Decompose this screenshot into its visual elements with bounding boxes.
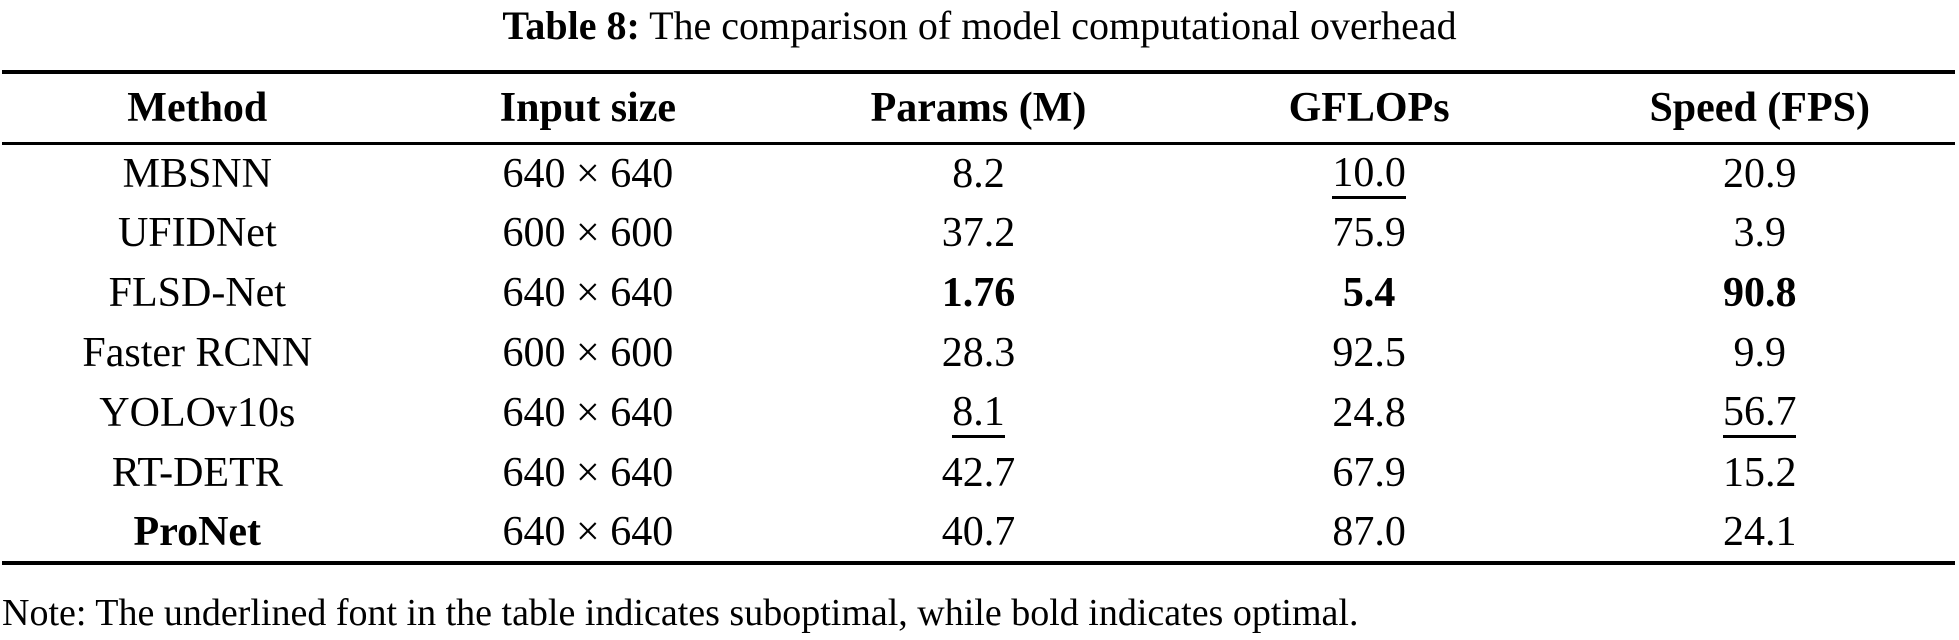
table-cell: 8.2 <box>783 143 1174 203</box>
column-header: Speed (FPS) <box>1564 72 1955 145</box>
cell-value: 8.2 <box>952 150 1005 197</box>
table-cell: YOLOv10s <box>2 383 393 443</box>
table-cell: 42.7 <box>783 443 1174 503</box>
cell-value: 600 × 600 <box>502 330 674 376</box>
cell-value: 24.8 <box>1332 390 1406 436</box>
cell-value: 9.9 <box>1733 330 1786 376</box>
cell-value: FLSD-Net <box>108 270 286 316</box>
table-cell: 40.7 <box>783 503 1174 563</box>
table-body: MBSNN 640 × 640 8.2 10.0 20.9 UFIDNet 600 × 60… <box>2 143 1955 563</box>
cell-value: 640 × 640 <box>502 270 674 316</box>
table-cell: 640 × 640 <box>393 143 784 203</box>
table-cell: 67.9 <box>1174 443 1565 503</box>
cell-value: 15.2 <box>1722 450 1797 496</box>
table-cell: 1.76 <box>783 263 1174 323</box>
cell-value: 5.4 <box>1342 270 1396 316</box>
column-header: Input size <box>392 72 784 145</box>
cell-value: 92.5 <box>1332 330 1406 376</box>
table-row: YOLOv10s 640 × 640 8.1 24.8 56.7 <box>2 383 1955 443</box>
table-cell: RT-DETR <box>2 443 393 503</box>
comparison-table: Method Input size Params (M) GFLOPs Speed (F… <box>2 70 1955 565</box>
cell-value: 75.9 <box>1332 210 1406 256</box>
table-cell: ProNet <box>2 503 393 563</box>
cell-value: 42.7 <box>941 450 1016 496</box>
table-cell: 640 × 640 <box>393 443 784 503</box>
table-cell: 5.4 <box>1174 263 1565 323</box>
cell-value: UFIDNet <box>117 210 277 256</box>
table-cell: 15.2 <box>1564 443 1955 503</box>
table-cell: 9.9 <box>1564 323 1955 383</box>
table-note: Note: The underlined font in the table i… <box>2 592 1359 634</box>
table-cell: 75.9 <box>1174 203 1565 263</box>
column-header: GFLOPs <box>1173 72 1565 145</box>
cell-value: 56.7 <box>1722 390 1797 439</box>
table-cell: 640 × 640 <box>393 503 784 563</box>
cell-value: 24.1 <box>1722 509 1797 555</box>
table-cell: 640 × 640 <box>393 263 784 323</box>
cell-value: 67.9 <box>1332 450 1406 496</box>
table-cell: FLSD-Net <box>2 263 393 323</box>
cell-value: 40.7 <box>941 509 1016 555</box>
cell-value: 28.3 <box>941 330 1016 376</box>
cell-value: ProNet <box>133 509 262 555</box>
table-cell: 37.2 <box>783 203 1174 263</box>
table-cell: Faster RCNN <box>2 323 393 383</box>
table-cell: MBSNN <box>2 143 393 203</box>
cell-value: YOLOv10s <box>99 390 296 436</box>
table-cell: 600 × 600 <box>393 323 784 383</box>
table-caption-text: The comparison of model computational ov… <box>649 3 1457 48</box>
table-cell: 90.8 <box>1564 263 1955 323</box>
comparison-table-wrapper: Method Input size Params (M) GFLOPs Speed (F… <box>2 70 1955 565</box>
cell-value: MBSNN <box>122 150 272 197</box>
header-row: Method Input size Params (M) GFLOPs Speed (F… <box>2 72 1955 145</box>
table-cell: 600 × 600 <box>393 203 784 263</box>
cell-value: 600 × 600 <box>502 210 674 256</box>
table-caption: Table 8: The comparison of model computa… <box>0 4 1959 48</box>
table-cell: 3.9 <box>1564 203 1955 263</box>
cell-value: 640 × 640 <box>502 450 674 496</box>
cell-value: 640 × 640 <box>502 509 674 555</box>
table-row: UFIDNet 600 × 600 37.2 75.9 3.9 <box>2 203 1955 263</box>
table-cell: 20.9 <box>1564 143 1955 203</box>
cell-value: Faster RCNN <box>82 330 313 376</box>
cell-value: 10.0 <box>1332 151 1406 199</box>
cell-value: 3.9 <box>1733 210 1786 256</box>
cell-value: 1.76 <box>941 270 1016 316</box>
table-cell: 87.0 <box>1174 503 1565 563</box>
table-caption-label: Table 8: <box>502 3 640 48</box>
table-cell: 56.7 <box>1564 383 1955 443</box>
table-cell: 640 × 640 <box>393 383 784 443</box>
column-header: Method <box>2 72 393 145</box>
table-cell: 8.1 <box>783 383 1174 443</box>
table-row: MBSNN 640 × 640 8.2 10.0 20.9 <box>2 143 1955 203</box>
table-row: FLSD-Net 640 × 640 1.76 5.4 90.8 <box>2 263 1955 323</box>
cell-value: 20.9 <box>1722 150 1797 197</box>
cell-value: 90.8 <box>1722 270 1797 316</box>
table-cell: 10.0 <box>1174 143 1565 203</box>
table-row: Faster RCNN 600 × 600 28.3 92.5 9.9 <box>2 323 1955 383</box>
table-cell: 92.5 <box>1174 323 1565 383</box>
table-cell: 24.1 <box>1564 503 1955 563</box>
cell-value: 37.2 <box>941 210 1016 256</box>
table-cell: 24.8 <box>1174 383 1565 443</box>
table-cell: UFIDNet <box>2 203 393 263</box>
table-row: RT-DETR 640 × 640 42.7 67.9 15.2 <box>2 443 1955 503</box>
cell-value: RT-DETR <box>111 450 283 496</box>
table-cell: 28.3 <box>783 323 1174 383</box>
cell-value: 640 × 640 <box>502 150 674 197</box>
cell-value: 640 × 640 <box>502 390 674 436</box>
cell-value: 87.0 <box>1332 509 1406 555</box>
cell-value: 8.1 <box>952 390 1005 439</box>
table-row: ProNet 640 × 640 40.7 87.0 24.1 <box>2 503 1955 563</box>
column-header: Params (M) <box>783 72 1174 145</box>
